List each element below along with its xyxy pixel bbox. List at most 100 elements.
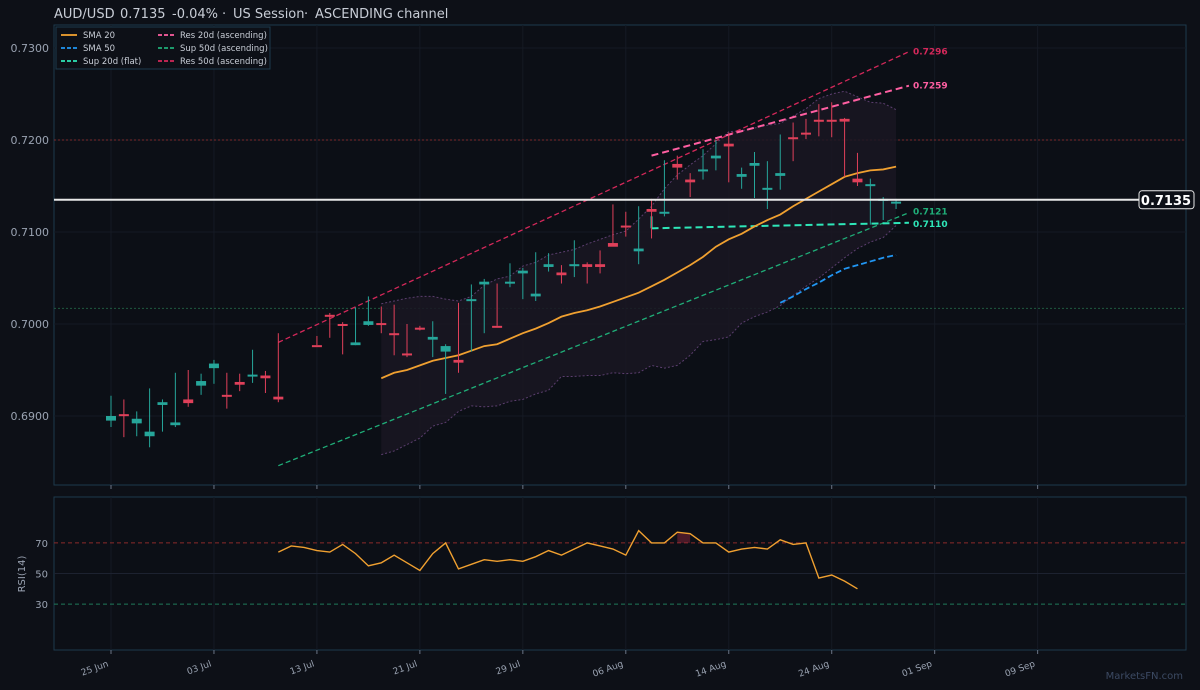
x-tick-label: 03 Jul	[186, 659, 213, 677]
candle-body	[813, 119, 824, 122]
candle-body	[749, 163, 760, 166]
resistance-50d-value: 0.7296	[913, 48, 948, 58]
candle-body	[131, 418, 142, 424]
candle-body	[530, 293, 541, 297]
candle-body	[685, 179, 696, 183]
y-tick-label: 0.7100	[11, 226, 50, 239]
candle-body	[247, 374, 258, 377]
candle-body	[852, 178, 863, 183]
candle-body	[826, 119, 837, 122]
x-tick-label: 09 Sep	[1004, 659, 1037, 679]
y-tick-label: 0.6900	[11, 410, 50, 423]
candle-body	[633, 248, 644, 252]
candle-body	[427, 336, 438, 340]
legend-label: Res 50d (ascending)	[180, 57, 267, 67]
candle-body	[350, 342, 361, 346]
resistance-20d-value: 0.7259	[913, 82, 948, 92]
rsi-axis-label: RSI(14)	[17, 556, 28, 593]
candle-body	[363, 321, 374, 325]
candle-body	[479, 281, 490, 285]
candle-body	[543, 264, 554, 267]
header-separator: ·	[304, 7, 308, 22]
candle-body	[389, 333, 400, 336]
candle-body	[672, 163, 683, 168]
candle-body	[273, 396, 284, 400]
x-tick-label: 29 Jul	[495, 659, 522, 677]
header-price: 0.7135	[120, 7, 166, 22]
candle-body	[118, 414, 129, 417]
candle-body	[620, 225, 631, 228]
candle-body	[260, 375, 271, 379]
support-50d-line	[278, 212, 910, 467]
header-change: -0.04%	[172, 7, 218, 22]
legend-label: SMA 50	[83, 44, 115, 54]
candle-body	[800, 132, 811, 135]
rsi-tick-label: 70	[35, 539, 48, 550]
candle-body	[569, 264, 580, 267]
candle-body	[440, 346, 451, 352]
candle-body	[414, 327, 425, 330]
x-tick-label: 13 Jul	[289, 659, 316, 677]
rsi-plot	[54, 497, 1186, 650]
x-tick-label: 06 Aug	[591, 659, 624, 679]
candle-body	[466, 299, 477, 302]
candle-body	[839, 118, 850, 122]
x-tick-label: 01 Sep	[901, 659, 934, 679]
chart-header: AUD/USD 0.7135 -0.04% · US Session · ASC…	[54, 7, 448, 22]
rsi-line	[278, 529, 858, 590]
candle-body	[659, 211, 670, 214]
candle-body	[891, 201, 902, 204]
header-symbol: AUD/USD	[54, 7, 115, 22]
candle-body	[736, 174, 747, 177]
candle-body	[453, 359, 464, 363]
candle-body	[234, 381, 245, 385]
candle-body	[337, 324, 348, 326]
candle-body	[607, 243, 618, 247]
candle-body	[556, 272, 567, 276]
candle-body	[183, 399, 194, 404]
candle-body	[106, 416, 116, 421]
legend-label: Res 20d (ascending)	[180, 31, 267, 41]
candle-body	[517, 270, 528, 274]
chart-legend: SMA 20 SMA 50 Sup 20d (flat) Res 20d (ascen…	[55, 26, 271, 70]
candle-body	[196, 381, 207, 386]
candle-body	[504, 281, 515, 284]
header-separator: ·	[222, 7, 226, 22]
support-20d-line	[651, 221, 909, 230]
current-price-label: 0.7135	[1141, 194, 1191, 209]
y-tick-label: 0.7200	[11, 134, 50, 147]
candle-body	[723, 143, 734, 147]
resistance-20d-line	[651, 84, 910, 157]
support-50d-value: 0.7121	[913, 208, 948, 218]
candle-body	[788, 137, 799, 140]
candle-body	[698, 169, 709, 172]
x-tick-label: 14 Aug	[694, 659, 727, 679]
candle-body	[762, 187, 773, 190]
candle-body	[311, 345, 322, 348]
candle-body	[865, 184, 876, 187]
resistance-50d-line	[278, 51, 910, 343]
rsi-overbought-fill	[677, 532, 691, 543]
candle-body	[221, 394, 232, 397]
candle-body	[324, 314, 335, 317]
legend-label: Sup 20d (flat)	[83, 57, 141, 67]
candle-body	[208, 363, 219, 369]
candle-body	[157, 402, 168, 405]
candle-body	[376, 323, 387, 326]
header-session: US Session	[233, 7, 305, 22]
envelope-lower-line	[381, 225, 897, 456]
header-pattern: ASCENDING channel	[315, 7, 448, 22]
candle-body	[492, 325, 503, 328]
x-tick-label: 21 Jul	[392, 659, 419, 677]
envelope-upper-line	[381, 90, 897, 305]
candle-body	[144, 431, 155, 437]
candle-body	[775, 173, 786, 176]
legend-label: SMA 20	[83, 31, 115, 41]
current-price-badge	[1138, 190, 1195, 210]
support-20d-value: 0.7110	[913, 220, 948, 230]
price-plot	[54, 25, 1186, 485]
candle-body	[710, 155, 721, 159]
legend-box	[55, 26, 271, 70]
candle-body	[646, 209, 657, 212]
candle-body	[595, 264, 606, 267]
